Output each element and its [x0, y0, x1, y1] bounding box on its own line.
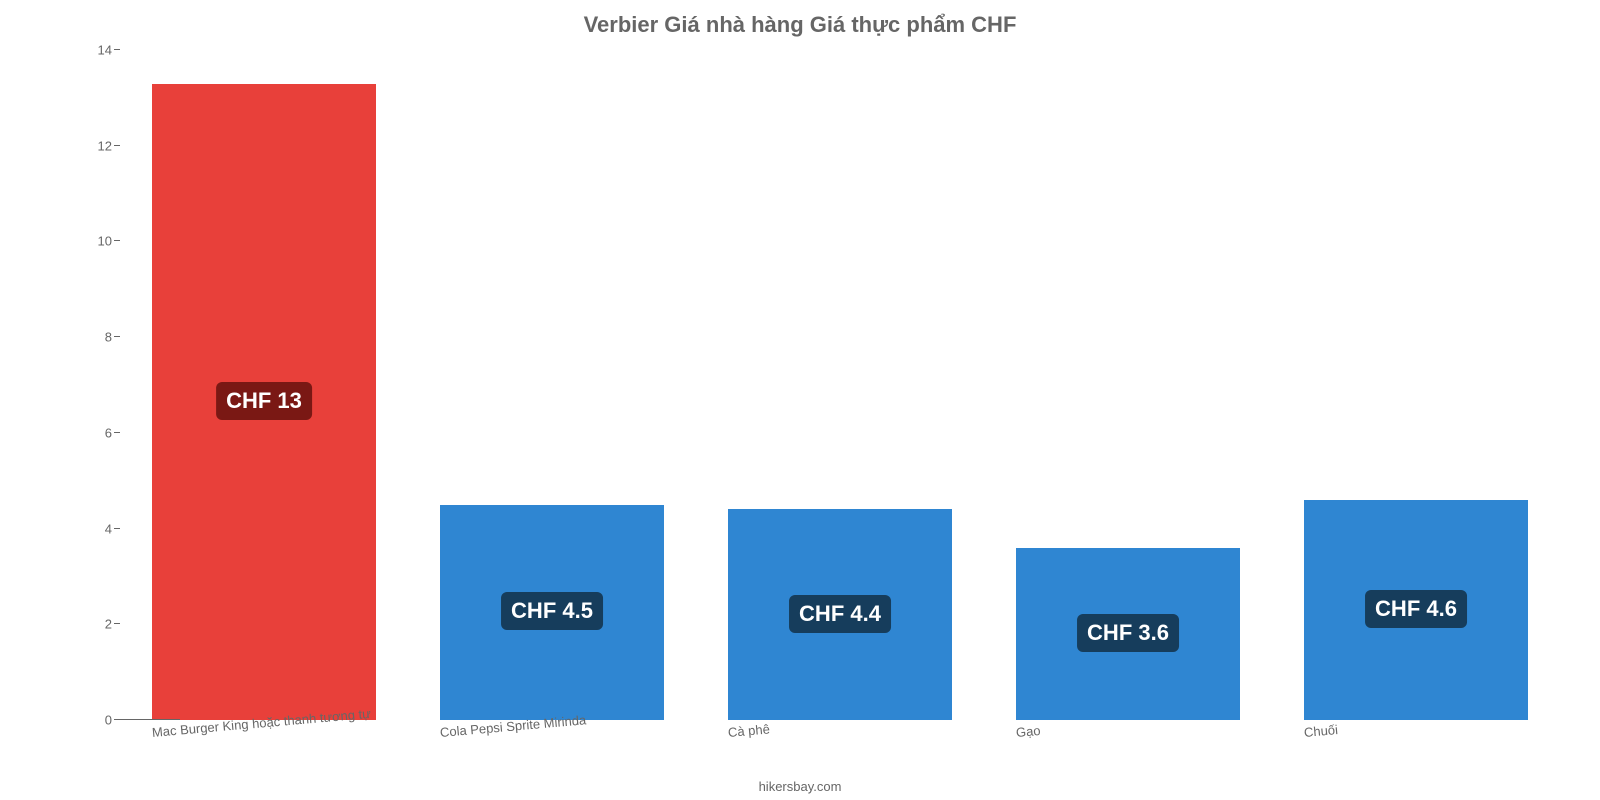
- y-tick-label: 6: [105, 425, 112, 440]
- y-tick-label: 12: [98, 138, 112, 153]
- bar-value-label: CHF 4.6: [1365, 590, 1467, 628]
- plot-area: 02468101214 CHF 13CHF 4.5CHF 4.4CHF 3.6C…: [120, 50, 1560, 720]
- bars-group: CHF 13 CHF 4.5 CHF 4.4 CHF 3.6 CHF 4.6: [120, 50, 1560, 720]
- chart-title: Verbier Giá nhà hàng Giá thực phẩm CHF: [0, 0, 1600, 38]
- y-tick-label: 0: [105, 713, 112, 728]
- bar-value-label: CHF 4.5: [501, 592, 603, 630]
- footer-attribution: hikersbay.com: [0, 779, 1600, 794]
- chart-container: Verbier Giá nhà hàng Giá thực phẩm CHF 0…: [0, 0, 1600, 800]
- y-tick-label: 10: [98, 234, 112, 249]
- x-tick-label: Cà phê: [727, 721, 770, 740]
- bar-value-label: CHF 13: [216, 382, 312, 420]
- y-tick-label: 14: [98, 43, 112, 58]
- bar-value-label: CHF 3.6: [1077, 614, 1179, 652]
- x-baseline: [120, 719, 180, 720]
- bar-value-label: CHF 4.4: [789, 595, 891, 633]
- y-tick-label: 4: [105, 521, 112, 536]
- y-tick-label: 8: [105, 330, 112, 345]
- x-tick-label: Chuối: [1303, 722, 1338, 740]
- x-tick-label: Gạo: [1015, 723, 1041, 740]
- y-tick-label: 2: [105, 617, 112, 632]
